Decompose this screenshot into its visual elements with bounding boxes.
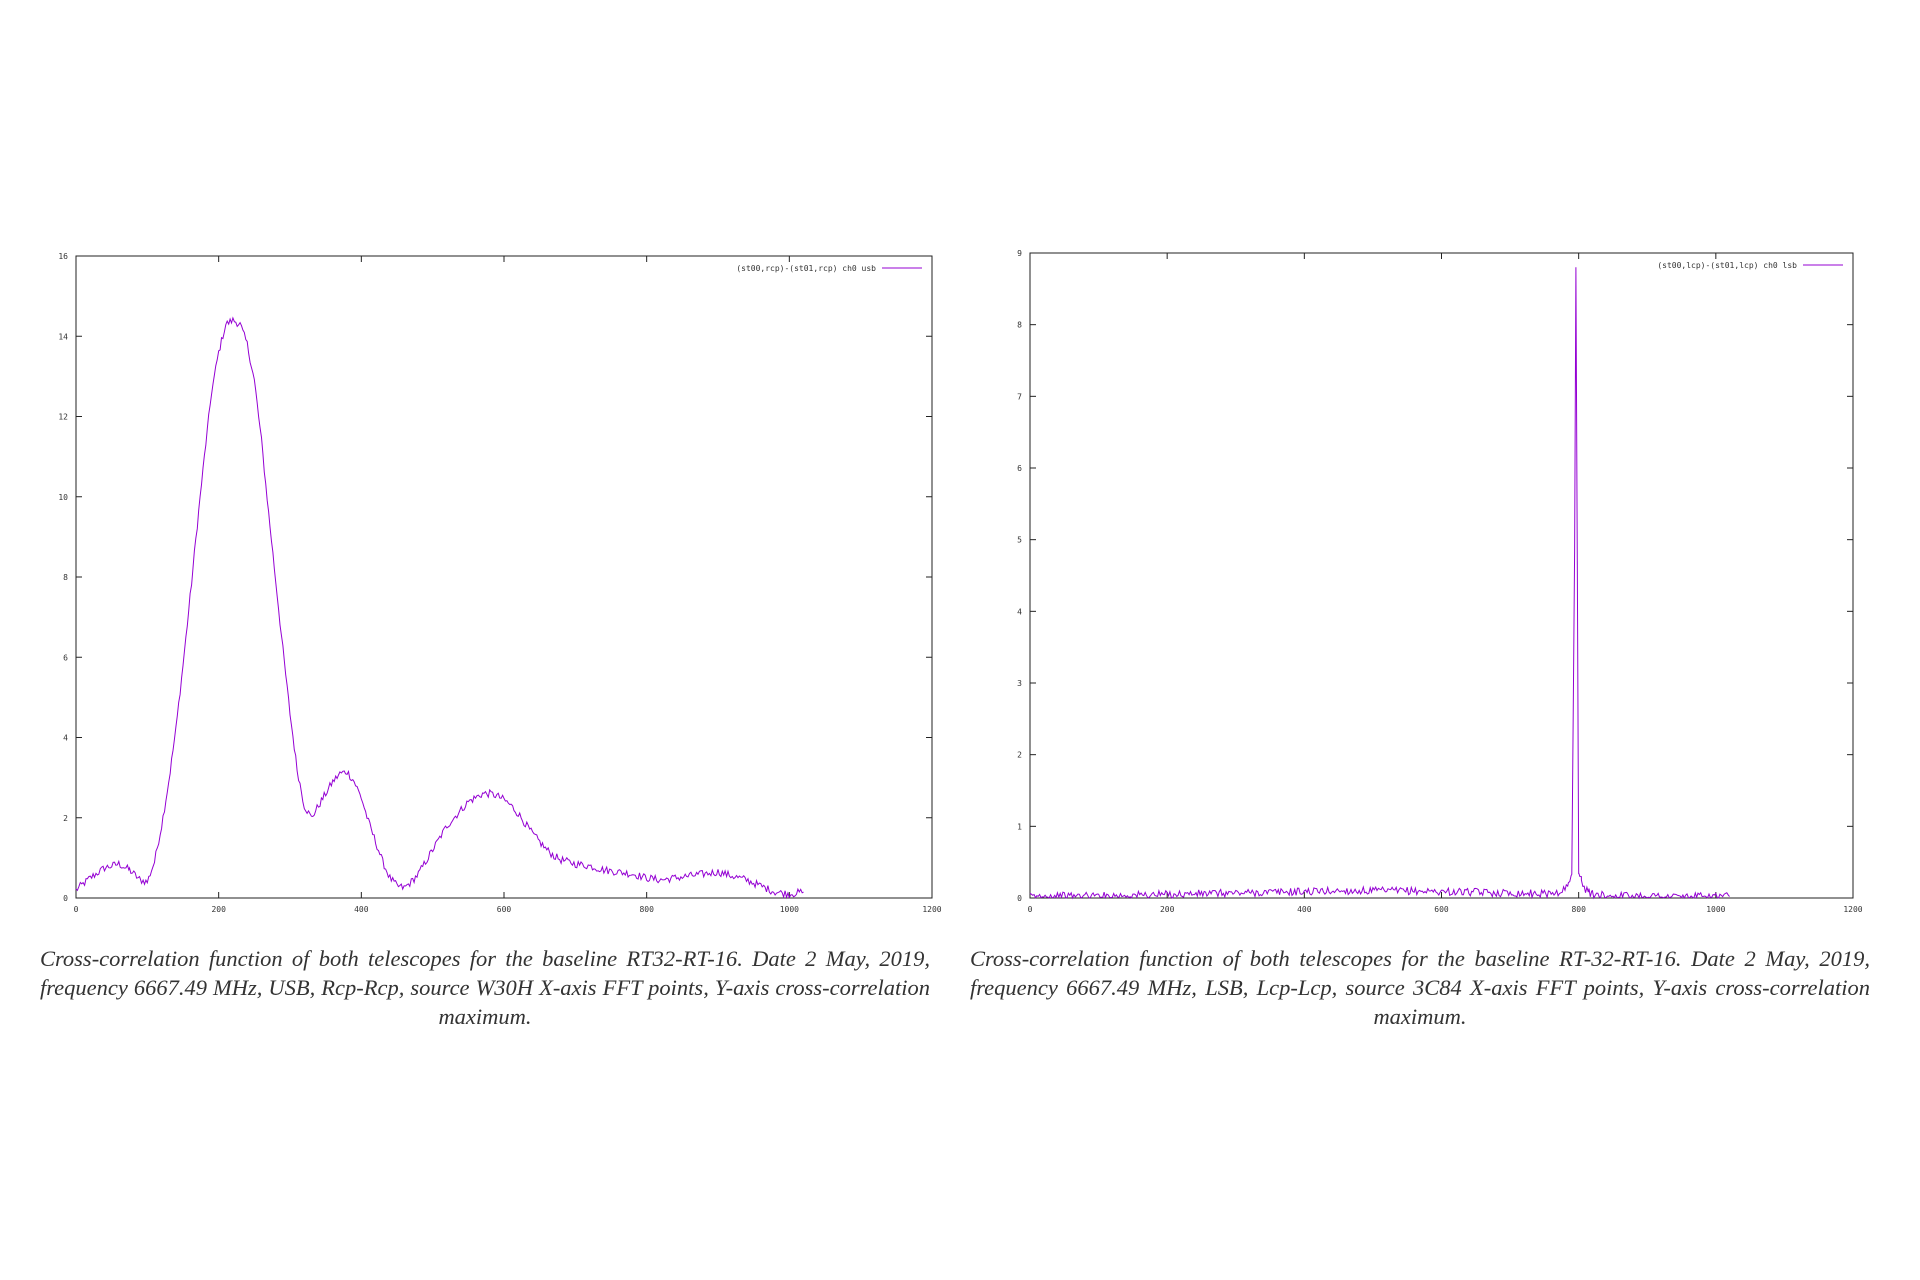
chart-panel-right: 0 1 2 3 4 5 6 7 8 9 0 200 400 600 800 1000 1200 (st00,lcp… [960,0,1920,1280]
x-tick-label: 0 [74,905,79,914]
plot-frame [75,255,933,899]
y-tick-label: 6 [63,653,68,662]
x-tick-label: 200 [211,905,226,914]
y-tick-label: 8 [63,573,68,582]
y-tick-label: 5 [1017,536,1022,545]
figure-caption: Cross-correlation function of both teles… [40,946,930,1029]
x-tick-label: 800 [1571,905,1586,914]
y-tick-label: 16 [58,252,68,261]
legend-label: (st00,rcp)-(st01,rcp) ch0 usb [736,264,876,273]
x-tick-label: 1000 [1706,905,1725,914]
x-tick-label: 400 [1297,905,1312,914]
y-tick-label: 4 [63,734,68,743]
figure-caption: Cross-correlation function of both teles… [970,946,1870,1029]
y-tick-label: 12 [58,413,68,422]
y-tick-label: 7 [1017,392,1022,401]
y-tick-label: 14 [58,332,68,341]
x-tick-label: 1200 [1843,905,1862,914]
y-tick-label: 8 [1017,321,1022,330]
cross-correlation-chart-lsb: 0 1 2 3 4 5 6 7 8 9 0 200 400 600 800 1000 1200 (st00,lcp… [1017,249,1863,914]
x-tick-label: 600 [1434,905,1449,914]
y-tick-label: 10 [58,493,68,502]
x-tick-label: 800 [639,905,654,914]
x-tick-label: 1200 [922,905,941,914]
legend-label: (st00,lcp)-(st01,lcp) ch0 lsb [1657,261,1797,270]
y-tick-label: 1 [1017,822,1022,831]
x-tick-label: 200 [1160,905,1175,914]
x-tick-label: 600 [497,905,512,914]
series-line [1029,267,1730,900]
y-tick-label: 0 [1017,894,1022,903]
y-tick-label: 3 [1017,679,1022,688]
y-tick-label: 4 [1017,607,1022,616]
y-tick-label: 2 [63,814,68,823]
plot-frame [1029,252,1854,899]
y-tick-label: 0 [63,894,68,903]
x-tick-label: 0 [1028,905,1033,914]
y-tick-label: 6 [1017,464,1022,473]
x-tick-label: 400 [354,905,369,914]
cross-correlation-chart-usb: 0 2 4 6 8 10 12 14 16 0 200 400 600 800 1000 1200 (st00,… [58,252,941,914]
y-tick-label: 9 [1017,249,1022,258]
y-tick-label: 2 [1017,751,1022,760]
x-tick-label: 1000 [780,905,799,914]
series-line [75,316,804,900]
chart-panel-left: 0 2 4 6 8 10 12 14 16 0 200 400 600 800 1000 1200 (st00,… [40,252,942,1029]
